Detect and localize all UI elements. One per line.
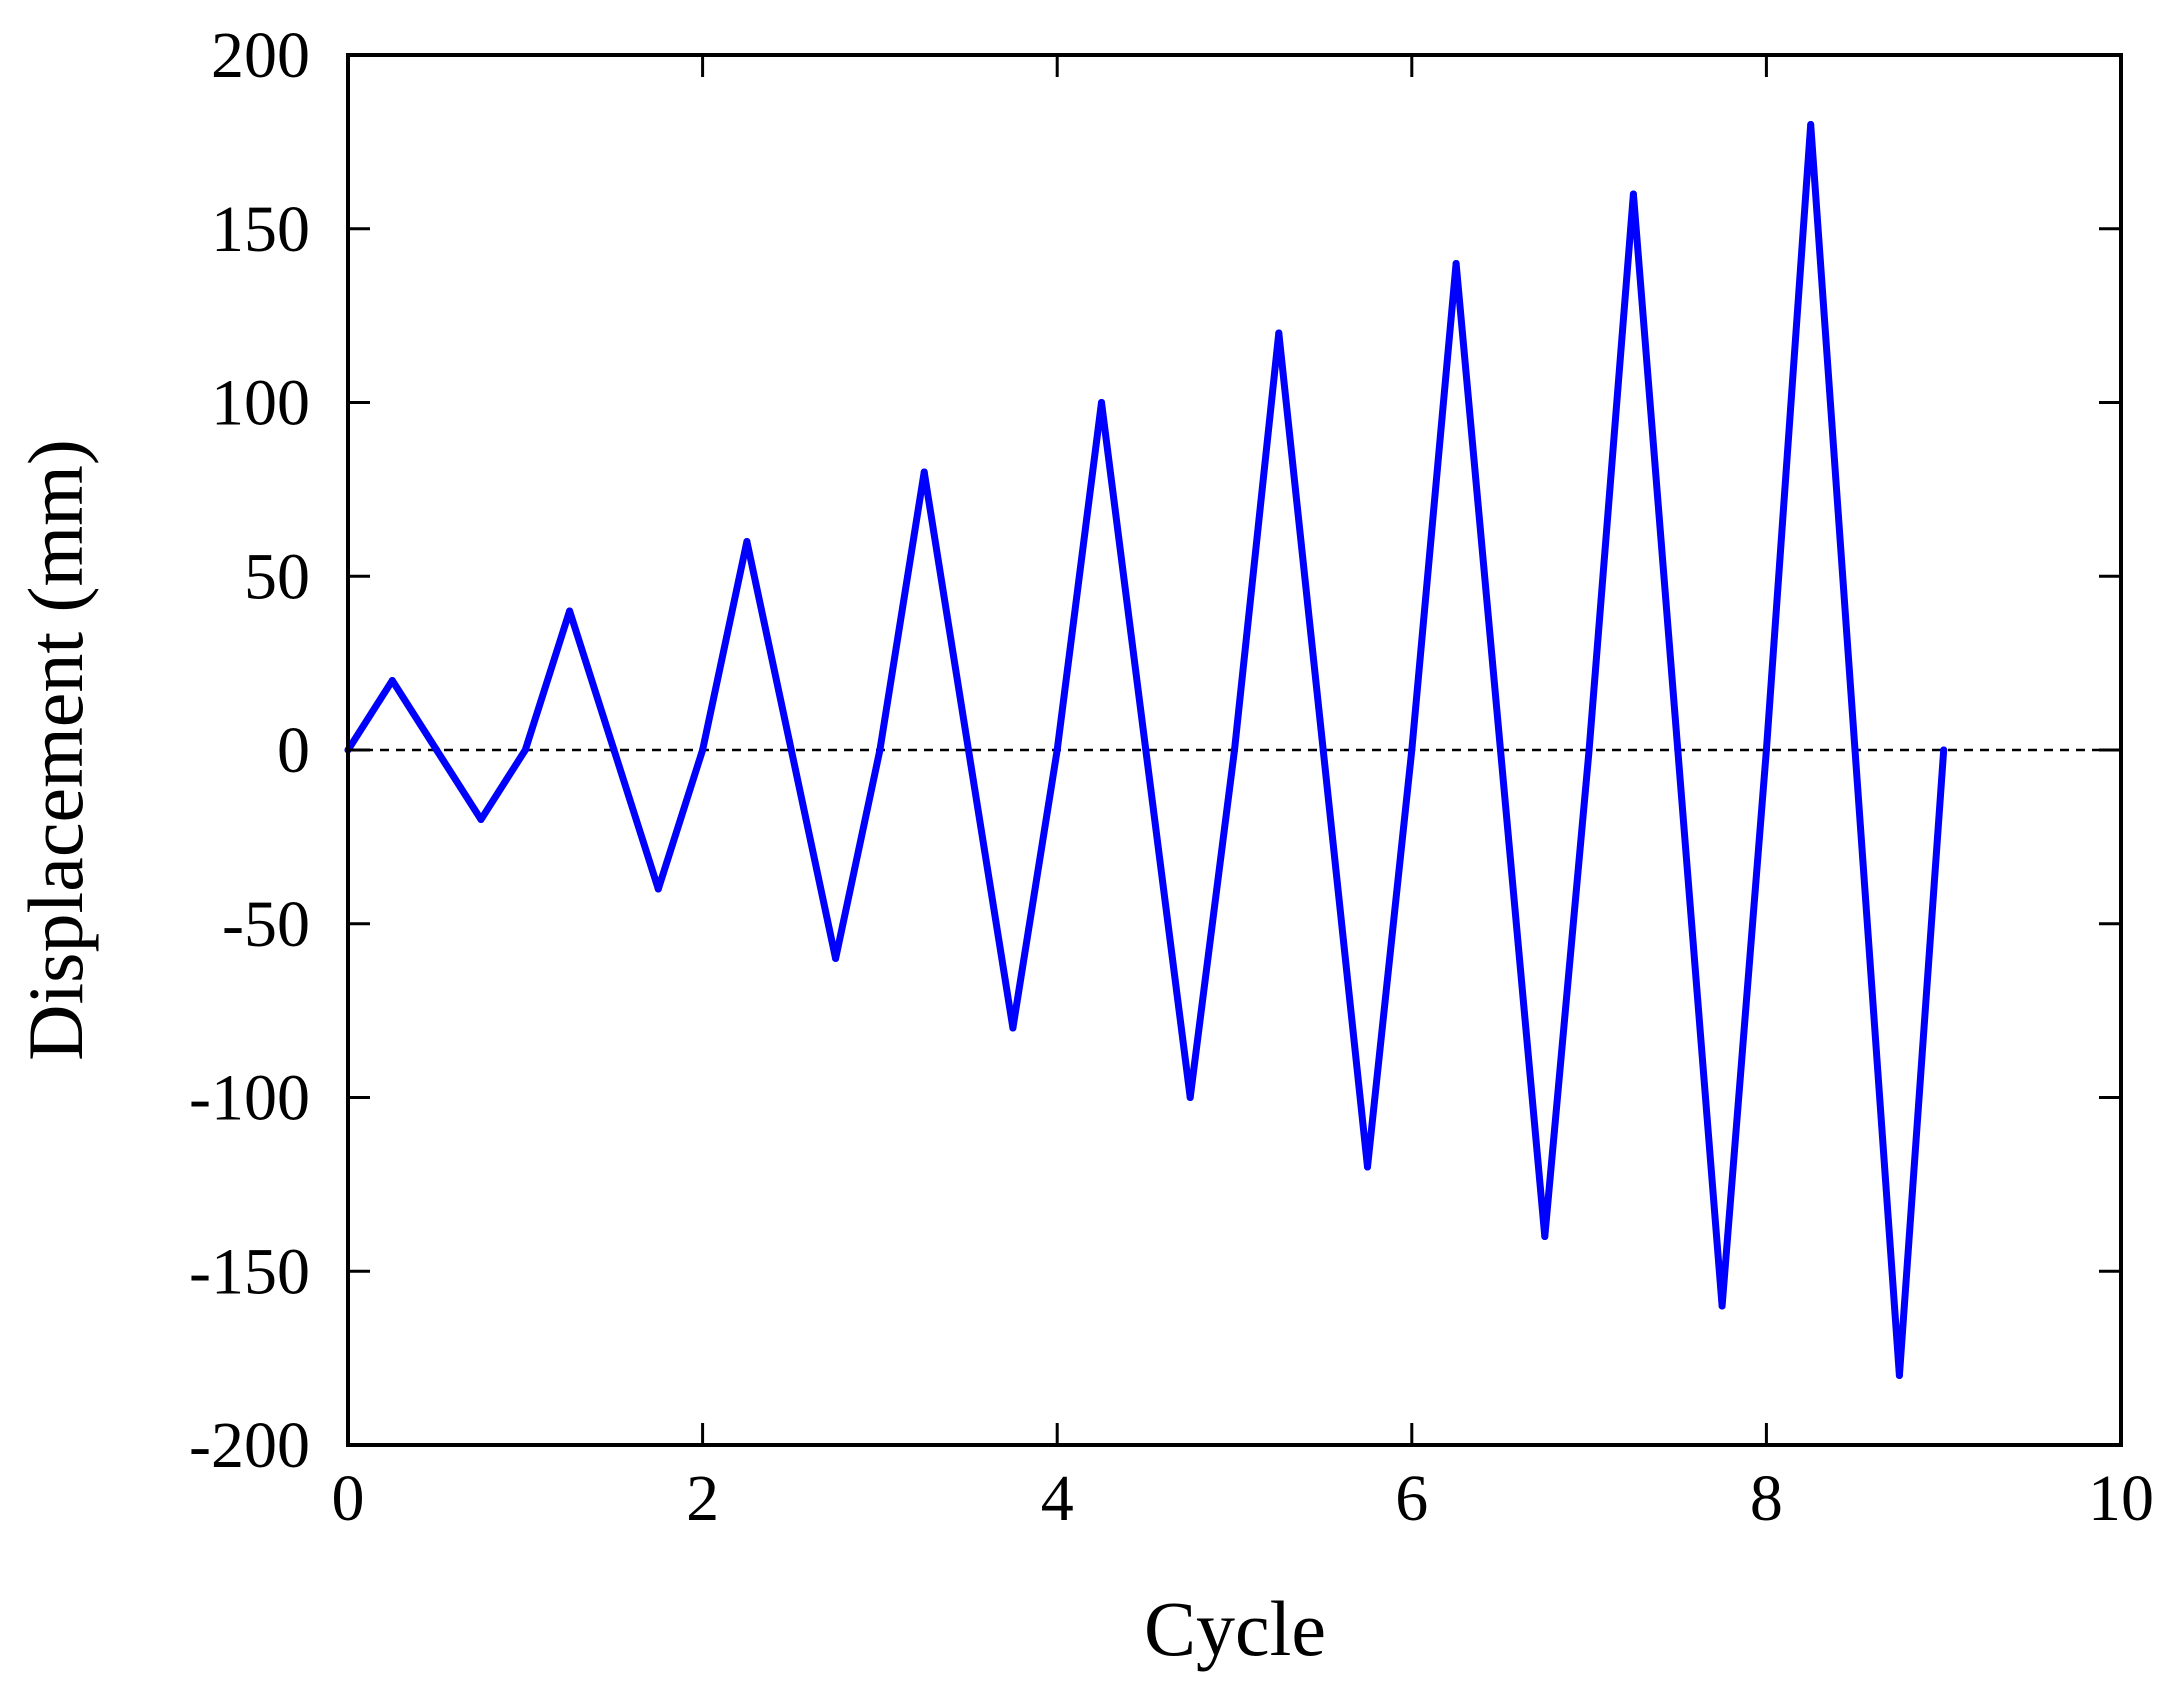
y-tick-label: 200 bbox=[211, 19, 310, 92]
data-point bbox=[610, 746, 618, 754]
x-tick-label: 8 bbox=[1750, 1462, 1783, 1535]
data-point bbox=[1319, 746, 1327, 754]
data-point bbox=[1142, 746, 1150, 754]
data-point bbox=[1762, 746, 1770, 754]
data-point bbox=[1629, 190, 1637, 198]
data-point bbox=[1807, 121, 1815, 128]
data-point bbox=[388, 677, 396, 684]
data-point bbox=[1009, 1024, 1017, 1032]
y-axis-title: Displacement (mm) bbox=[12, 439, 99, 1061]
data-point bbox=[477, 816, 485, 823]
data-point bbox=[1408, 746, 1416, 754]
x-tick-label: 2 bbox=[686, 1462, 719, 1535]
data-point bbox=[1231, 746, 1238, 754]
data-point bbox=[433, 746, 441, 754]
y-tick-label: -100 bbox=[189, 1062, 310, 1135]
data-point bbox=[1186, 1094, 1194, 1101]
data-point bbox=[1098, 399, 1106, 406]
x-tick-label: 4 bbox=[1041, 1462, 1074, 1535]
y-tick-label: -50 bbox=[222, 888, 310, 961]
data-point bbox=[1541, 1233, 1549, 1240]
data-point bbox=[1496, 746, 1504, 754]
data-point bbox=[787, 746, 795, 754]
y-tick-label: -150 bbox=[189, 1235, 310, 1308]
data-point bbox=[566, 607, 574, 615]
x-tick-label: 10 bbox=[2088, 1462, 2154, 1535]
plot-layer bbox=[344, 121, 2121, 1379]
data-point bbox=[1718, 1302, 1726, 1310]
data-point bbox=[654, 885, 662, 893]
data-point bbox=[1674, 746, 1682, 754]
data-point bbox=[920, 468, 928, 476]
data-point bbox=[965, 746, 973, 754]
data-point bbox=[1363, 1163, 1371, 1171]
y-tick-label: 100 bbox=[211, 367, 310, 440]
y-tick-label: -200 bbox=[189, 1409, 310, 1482]
y-tick-label: 0 bbox=[277, 714, 310, 787]
y-tick-label: 50 bbox=[244, 540, 310, 613]
data-point bbox=[1053, 746, 1061, 754]
data-point bbox=[1940, 746, 1948, 754]
data-point bbox=[1895, 1372, 1903, 1379]
tick-layer: 0 2 4 6 8 10 200 150 100 50 0 -50 -100 -150 -200 bbox=[189, 19, 2154, 1535]
x-tick-label: 0 bbox=[332, 1462, 365, 1535]
x-tick-label: 6 bbox=[1395, 1462, 1428, 1535]
data-point bbox=[876, 746, 884, 754]
data-point bbox=[743, 538, 751, 545]
data-point bbox=[832, 955, 840, 962]
x-axis-title: Cycle bbox=[1144, 1585, 1326, 1672]
plot-frame bbox=[346, 53, 2123, 1447]
data-point bbox=[1585, 746, 1593, 754]
data-point bbox=[1275, 329, 1283, 337]
data-point bbox=[1452, 260, 1460, 267]
y-tick-label: 150 bbox=[211, 193, 310, 266]
data-point bbox=[1851, 746, 1859, 754]
data-point bbox=[699, 746, 707, 754]
data-point bbox=[521, 746, 529, 754]
